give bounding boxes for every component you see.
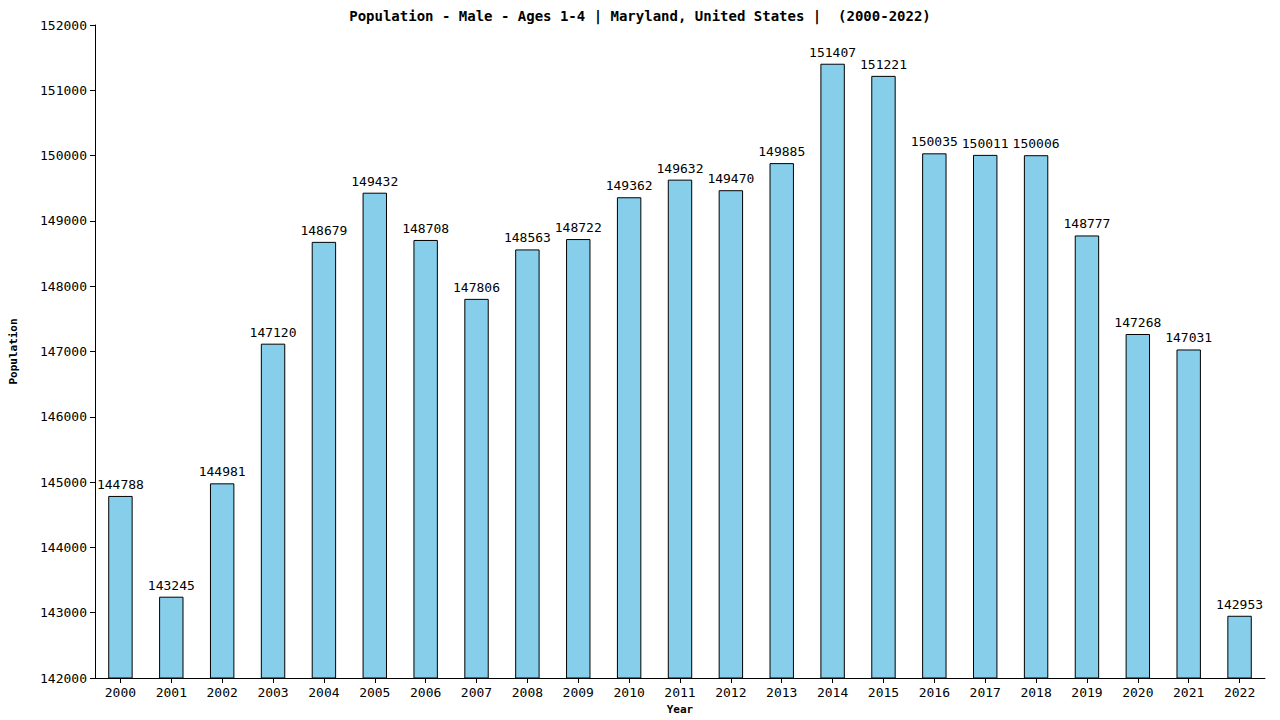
svg-text:2016: 2016 — [919, 685, 950, 700]
svg-text:147806: 147806 — [453, 280, 500, 295]
svg-text:149362: 149362 — [606, 178, 653, 193]
svg-text:148000: 148000 — [40, 279, 87, 294]
svg-text:147000: 147000 — [40, 344, 87, 359]
svg-text:151000: 151000 — [40, 83, 87, 98]
svg-text:150000: 150000 — [40, 148, 87, 163]
svg-text:149470: 149470 — [707, 171, 754, 186]
svg-text:143245: 143245 — [148, 578, 195, 593]
svg-text:144788: 144788 — [97, 477, 144, 492]
svg-text:2006: 2006 — [410, 685, 441, 700]
svg-text:2021: 2021 — [1173, 685, 1204, 700]
svg-text:2020: 2020 — [1122, 685, 1153, 700]
svg-text:2008: 2008 — [512, 685, 543, 700]
svg-text:150035: 150035 — [911, 134, 958, 149]
svg-text:152000: 152000 — [40, 18, 87, 33]
svg-text:2005: 2005 — [359, 685, 390, 700]
svg-text:150011: 150011 — [962, 136, 1009, 151]
svg-text:2019: 2019 — [1071, 685, 1102, 700]
svg-text:149632: 149632 — [657, 161, 704, 176]
svg-text:2014: 2014 — [817, 685, 848, 700]
svg-text:146000: 146000 — [40, 409, 87, 424]
svg-text:2003: 2003 — [257, 685, 288, 700]
svg-text:2010: 2010 — [613, 685, 644, 700]
svg-text:2015: 2015 — [868, 685, 899, 700]
svg-text:148563: 148563 — [504, 230, 551, 245]
svg-text:2013: 2013 — [766, 685, 797, 700]
svg-text:2000: 2000 — [105, 685, 136, 700]
svg-text:147120: 147120 — [250, 325, 297, 340]
svg-text:2017: 2017 — [970, 685, 1001, 700]
svg-text:147031: 147031 — [1165, 330, 1212, 345]
svg-text:144981: 144981 — [199, 464, 246, 479]
svg-text:Population: Population — [7, 318, 20, 384]
svg-text:2009: 2009 — [563, 685, 594, 700]
svg-text:2022: 2022 — [1224, 685, 1255, 700]
svg-text:148722: 148722 — [555, 220, 602, 235]
svg-text:148777: 148777 — [1063, 216, 1110, 231]
svg-text:2001: 2001 — [156, 685, 187, 700]
svg-text:142000: 142000 — [40, 671, 87, 686]
svg-text:147268: 147268 — [1114, 315, 1161, 330]
svg-text:2012: 2012 — [715, 685, 746, 700]
svg-text:2002: 2002 — [207, 685, 238, 700]
svg-text:Population - Male - Ages 1-4 |: Population - Male - Ages 1-4 | Maryland,… — [349, 8, 931, 25]
svg-text:151407: 151407 — [809, 45, 856, 60]
svg-text:149000: 149000 — [40, 213, 87, 228]
svg-text:2018: 2018 — [1020, 685, 1051, 700]
svg-text:148708: 148708 — [402, 221, 449, 236]
svg-text:148679: 148679 — [300, 223, 347, 238]
svg-text:142953: 142953 — [1216, 597, 1263, 612]
svg-text:145000: 145000 — [40, 475, 87, 490]
svg-text:149432: 149432 — [351, 174, 398, 189]
svg-text:143000: 143000 — [40, 605, 87, 620]
svg-text:149885: 149885 — [758, 144, 805, 159]
svg-text:Year: Year — [667, 703, 694, 716]
svg-text:2007: 2007 — [461, 685, 492, 700]
svg-text:151221: 151221 — [860, 57, 907, 72]
svg-text:150006: 150006 — [1013, 136, 1060, 151]
svg-text:144000: 144000 — [40, 540, 87, 555]
svg-text:2004: 2004 — [308, 685, 339, 700]
svg-text:2011: 2011 — [664, 685, 695, 700]
